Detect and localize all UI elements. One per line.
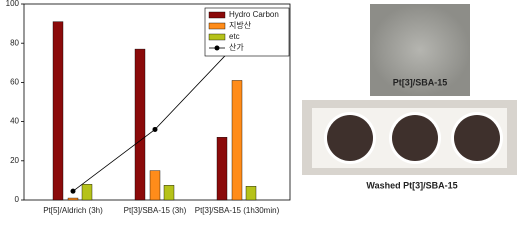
bar [216,137,228,201]
bar [245,186,257,201]
photo-top [370,4,470,96]
x-tick-label: Pt[3]/SBA-15 (1h30min) [195,206,280,215]
y-tick-label: 80 [10,38,19,47]
legend-label: Hydro Carbon [229,10,279,19]
line [72,42,238,192]
y-tick-label: 0 [15,195,20,204]
y-tick-label: 60 [10,78,19,87]
y-tick-label: 20 [10,156,19,165]
bar [231,80,243,201]
marker [70,188,76,194]
bar [52,21,64,201]
filter [454,115,500,161]
legend-label: 지방산 [229,20,252,30]
filter [327,115,373,161]
legend-label: 산가 [229,42,244,52]
bar [81,184,93,201]
legend-swatch [208,33,226,41]
marker [152,126,158,132]
x-tick-label: Pt[5]/Aldrich (3h) [43,206,103,215]
bar [67,197,79,201]
y-tick-label: 100 [6,0,20,8]
photo-top-label: Pt[3]/SBA-15 [393,77,448,87]
x-tick-label: Pt[3]/SBA-15 (3h) [124,206,187,215]
filter [392,115,438,161]
legend-swatch [208,22,226,30]
legend-label: etc [229,32,240,41]
legend-marker [214,45,220,51]
legend-swatch [208,11,226,19]
bar [149,170,161,201]
bar [134,48,146,201]
bar [163,185,175,201]
photo-bottom-label: Washed Pt[3]/SBA-15 [366,180,457,190]
y-tick-label: 40 [10,117,19,126]
page: Pt[3]/SBA-15 Washed Pt[3]/SBA-15 0 20 40 60… [6,0,517,215]
